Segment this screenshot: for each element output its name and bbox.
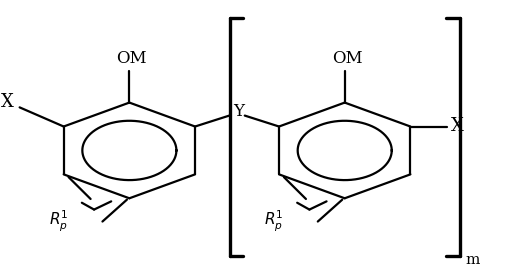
Text: Y: Y — [234, 103, 245, 120]
Text: $R^1_p$: $R^1_p$ — [49, 208, 69, 234]
Text: X: X — [450, 117, 463, 135]
Text: $R^1_p$: $R^1_p$ — [264, 208, 284, 234]
Text: X: X — [1, 93, 14, 111]
Text: OM: OM — [332, 50, 362, 67]
Text: OM: OM — [117, 50, 147, 67]
Text: m: m — [466, 253, 480, 267]
